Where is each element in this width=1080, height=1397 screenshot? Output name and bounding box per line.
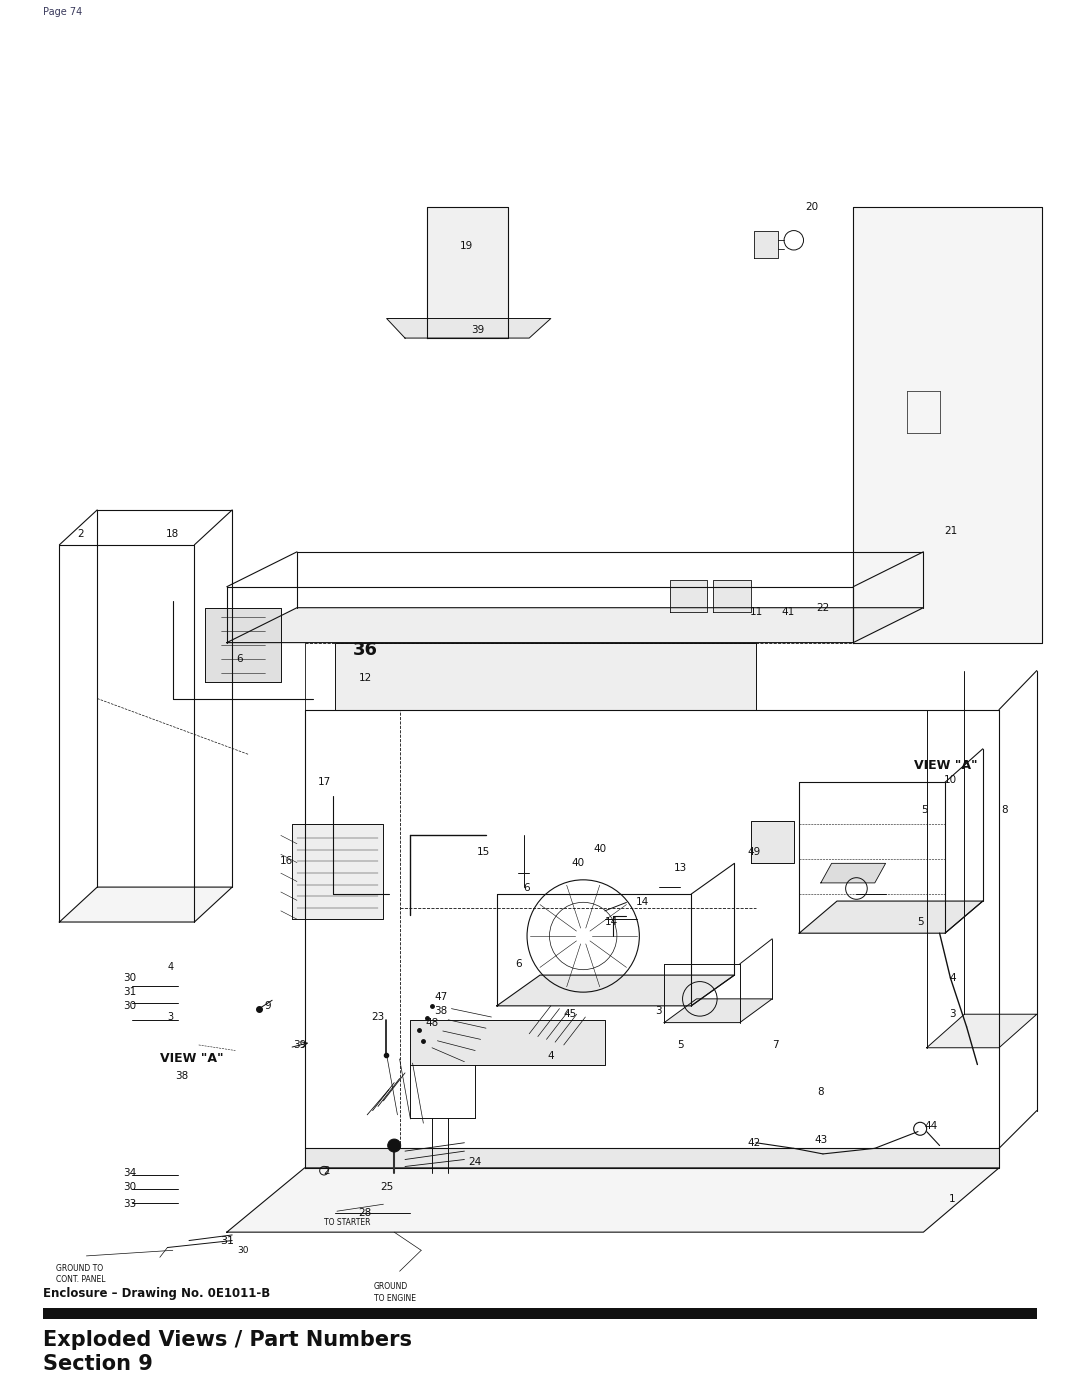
Text: Page 74: Page 74 — [43, 7, 82, 17]
Text: Section 9: Section 9 — [43, 1354, 153, 1373]
Polygon shape — [664, 999, 772, 1023]
Polygon shape — [292, 824, 383, 919]
Text: 38: 38 — [434, 1006, 447, 1017]
Text: 25: 25 — [380, 1182, 393, 1193]
Text: 4: 4 — [167, 961, 174, 972]
Polygon shape — [59, 887, 232, 922]
Polygon shape — [410, 1020, 605, 1065]
Text: 36: 36 — [352, 641, 378, 658]
Text: 38: 38 — [175, 1070, 188, 1081]
Text: 6: 6 — [515, 958, 522, 970]
Text: 11: 11 — [750, 606, 762, 617]
Text: 9: 9 — [265, 1000, 271, 1011]
Text: 6: 6 — [237, 654, 243, 665]
Text: 8: 8 — [818, 1087, 824, 1098]
Text: 41: 41 — [782, 606, 795, 617]
Text: 34: 34 — [123, 1168, 136, 1179]
Text: 3: 3 — [167, 1011, 174, 1023]
Polygon shape — [799, 901, 983, 933]
Bar — [43, 1308, 1037, 1319]
Text: 31: 31 — [220, 1235, 233, 1246]
Text: 30: 30 — [123, 972, 136, 983]
Text: 28: 28 — [359, 1207, 372, 1218]
Polygon shape — [227, 1168, 999, 1232]
Text: TO STARTER: TO STARTER — [324, 1218, 370, 1227]
Text: 19: 19 — [460, 240, 473, 251]
Text: 49: 49 — [747, 847, 760, 858]
Text: 12: 12 — [359, 672, 372, 683]
Text: 30: 30 — [123, 1000, 136, 1011]
Text: 43: 43 — [814, 1134, 827, 1146]
Text: 42: 42 — [747, 1137, 760, 1148]
Text: 1: 1 — [949, 1193, 956, 1204]
Text: 14: 14 — [636, 897, 649, 908]
Text: 21: 21 — [944, 525, 957, 536]
Text: 6: 6 — [524, 883, 530, 894]
Polygon shape — [227, 608, 923, 643]
Text: 20: 20 — [806, 201, 819, 212]
Polygon shape — [497, 975, 734, 1006]
Polygon shape — [821, 863, 886, 883]
Text: 2: 2 — [78, 528, 84, 539]
Text: Exploded Views / Part Numbers: Exploded Views / Part Numbers — [43, 1330, 413, 1350]
Text: GROUND TO
CONT. PANEL: GROUND TO CONT. PANEL — [56, 1264, 106, 1284]
Text: GROUND
TO ENGINE: GROUND TO ENGINE — [374, 1282, 416, 1302]
Text: 18: 18 — [166, 528, 179, 539]
Text: 40: 40 — [594, 844, 607, 855]
Text: 14: 14 — [605, 916, 618, 928]
Polygon shape — [427, 207, 508, 338]
Text: 3: 3 — [656, 1006, 662, 1017]
Text: 16: 16 — [280, 855, 293, 866]
Text: 5: 5 — [921, 805, 928, 816]
Text: 5: 5 — [677, 1039, 684, 1051]
Text: 23: 23 — [372, 1011, 384, 1023]
Text: 2: 2 — [323, 1165, 329, 1176]
Text: 30: 30 — [123, 1182, 136, 1193]
Polygon shape — [205, 608, 281, 682]
Text: 31: 31 — [123, 986, 136, 997]
Text: 5: 5 — [917, 916, 923, 928]
Polygon shape — [751, 821, 794, 863]
Text: 22: 22 — [816, 602, 829, 613]
Polygon shape — [927, 1014, 1037, 1048]
Text: 44: 44 — [924, 1120, 937, 1132]
Polygon shape — [670, 580, 707, 612]
Text: 30: 30 — [238, 1246, 248, 1255]
Text: 47: 47 — [434, 992, 447, 1003]
Text: 40: 40 — [571, 858, 584, 869]
Text: 7: 7 — [772, 1039, 779, 1051]
Text: 24: 24 — [469, 1157, 482, 1168]
Text: 48: 48 — [426, 1017, 438, 1028]
Text: 8: 8 — [1001, 805, 1008, 816]
Text: 10: 10 — [944, 774, 957, 785]
Text: 33: 33 — [123, 1199, 136, 1210]
Text: VIEW "A": VIEW "A" — [915, 759, 977, 773]
Text: 17: 17 — [318, 777, 330, 788]
Polygon shape — [387, 319, 551, 338]
Polygon shape — [335, 643, 756, 710]
Text: 13: 13 — [674, 862, 687, 873]
Circle shape — [388, 1139, 401, 1153]
Text: Enclosure – Drawing No. 0E1011-B: Enclosure – Drawing No. 0E1011-B — [43, 1287, 270, 1299]
Polygon shape — [305, 1148, 999, 1168]
Text: 15: 15 — [477, 847, 490, 858]
Text: VIEW "A": VIEW "A" — [161, 1052, 224, 1066]
Text: 39: 39 — [471, 324, 484, 335]
Text: 3: 3 — [949, 1009, 956, 1020]
Text: 4: 4 — [949, 972, 956, 983]
Polygon shape — [853, 207, 1042, 643]
Text: 45: 45 — [564, 1009, 577, 1020]
Text: 39: 39 — [294, 1039, 307, 1051]
Text: 4: 4 — [548, 1051, 554, 1062]
Polygon shape — [754, 231, 778, 258]
Polygon shape — [713, 580, 751, 612]
